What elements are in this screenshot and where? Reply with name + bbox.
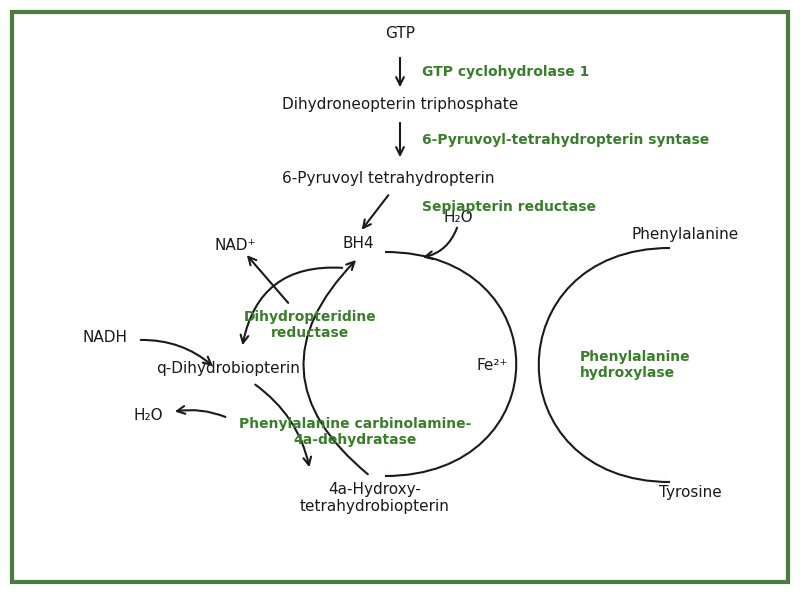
Text: 6-Pyruvoyl tetrahydropterin: 6-Pyruvoyl tetrahydropterin	[282, 170, 494, 185]
Text: Phenylalanine
hydroxylase: Phenylalanine hydroxylase	[580, 350, 690, 380]
Text: Dihydropteridine
reductase: Dihydropteridine reductase	[244, 310, 376, 340]
Text: H₂O: H₂O	[443, 210, 473, 226]
Text: GTP: GTP	[385, 27, 415, 42]
Text: NADH: NADH	[82, 330, 127, 346]
Text: GTP cyclohydrolase 1: GTP cyclohydrolase 1	[422, 65, 590, 79]
Text: Dihydroneopterin triphosphate: Dihydroneopterin triphosphate	[282, 97, 518, 112]
Text: NAD⁺: NAD⁺	[214, 238, 256, 252]
Text: q-Dihydrobiopterin: q-Dihydrobiopterin	[156, 361, 300, 375]
Text: BH4: BH4	[342, 236, 374, 251]
Text: Fe²⁺: Fe²⁺	[476, 358, 508, 372]
Text: 4a-Hydroxy-
tetrahydrobiopterin: 4a-Hydroxy- tetrahydrobiopterin	[300, 482, 450, 514]
Text: Tyrosine: Tyrosine	[658, 485, 722, 500]
Text: 6-Pyruvoyl-tetrahydropterin syntase: 6-Pyruvoyl-tetrahydropterin syntase	[422, 133, 710, 147]
Text: Sepiapterin reductase: Sepiapterin reductase	[422, 200, 596, 214]
Text: Phenylalanine: Phenylalanine	[631, 228, 738, 242]
Text: Phenylalanine carbinolamine-
4a-dehydratase: Phenylalanine carbinolamine- 4a-dehydrat…	[239, 417, 471, 447]
Text: H₂O: H₂O	[133, 407, 163, 422]
